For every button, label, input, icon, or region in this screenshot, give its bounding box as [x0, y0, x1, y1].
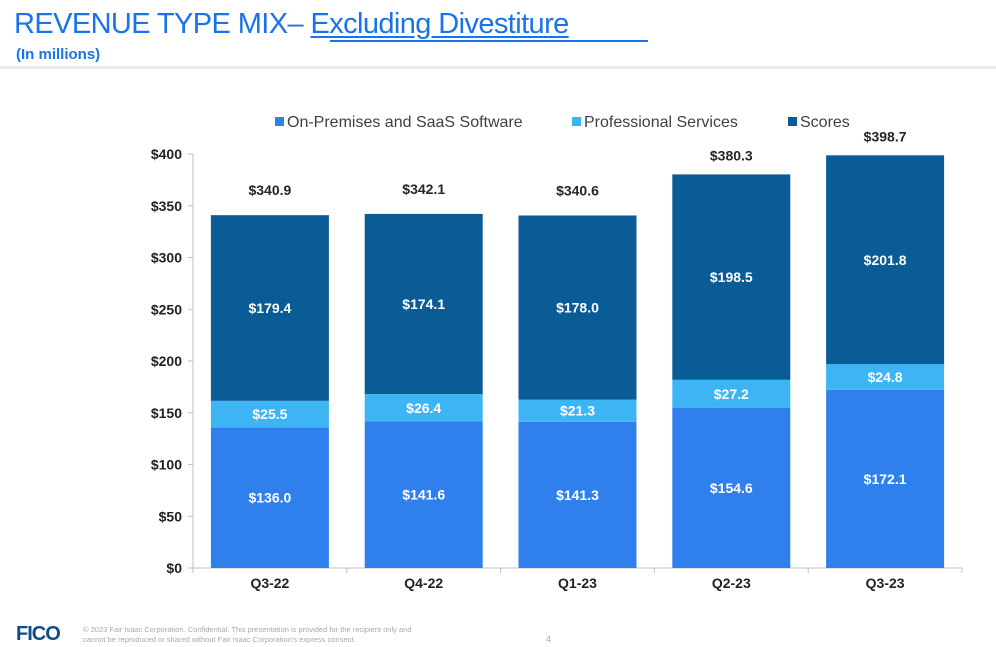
bar-segment	[364, 394, 483, 422]
data-label: $136.0	[248, 490, 291, 506]
y-tick-label: $300	[151, 250, 182, 266]
legend-swatch	[572, 117, 581, 126]
y-tick-label: $50	[159, 508, 183, 524]
bar-segment	[672, 379, 791, 408]
bar-segment	[826, 389, 945, 568]
title-underline	[330, 40, 648, 42]
bar-segment	[672, 174, 791, 380]
bar-segment	[210, 427, 329, 568]
data-label: $141.6	[402, 487, 445, 503]
bar-segment	[364, 421, 483, 568]
data-label: $25.5	[252, 406, 287, 422]
x-tick-label: Q1-23	[558, 575, 597, 591]
revenue-chart: $0 $50 $100 $150 $200 $250 $300 $350 $400 $136.0 $…	[151, 114, 963, 591]
bar-segment	[364, 213, 483, 395]
data-label: $26.4	[406, 400, 441, 416]
data-label: $178.0	[556, 300, 599, 316]
bar-segment	[518, 215, 637, 400]
total-label: $340.6	[556, 182, 599, 198]
y-tick-label: $250	[151, 301, 182, 317]
bar-segment	[518, 399, 637, 422]
y-tick-label: $0	[166, 560, 182, 576]
bar-segment	[826, 364, 945, 390]
data-label: $201.8	[864, 252, 907, 268]
x-tick-label: Q2-23	[712, 575, 751, 591]
fico-logo: FICO	[16, 623, 61, 645]
y-tick-label: $150	[151, 405, 182, 421]
bar-segment	[518, 421, 637, 568]
total-label: $340.9	[248, 182, 291, 198]
x-tick-label: Q3-23	[866, 575, 905, 591]
total-label: $398.7	[864, 128, 907, 144]
legend-label: Professional Services	[584, 114, 738, 131]
title-link[interactable]: Excluding Divestiture	[310, 8, 569, 40]
data-label: $21.3	[560, 403, 595, 419]
total-label: $342.1	[402, 181, 445, 197]
legend-swatch	[275, 117, 284, 126]
page-title: REVENUE TYPE MIX– Excluding Divestiture	[14, 8, 569, 41]
data-label: $174.1	[402, 296, 445, 312]
data-label: $27.2	[714, 386, 749, 402]
bar-segment	[210, 215, 329, 401]
legend-label: Scores	[800, 114, 850, 131]
y-tick-label: $100	[151, 457, 182, 473]
footer-disclaimer: © 2023 Fair Isaac Corporation. Confident…	[83, 625, 412, 644]
page-number: 4	[546, 634, 552, 644]
bar-segment	[210, 400, 329, 428]
data-label: $198.5	[710, 269, 753, 285]
legend-label: On-Premises and SaaS Software	[287, 114, 523, 131]
data-label: $141.3	[556, 487, 599, 503]
y-tick-label: $400	[151, 146, 182, 162]
page-subtitle: (In millions)	[16, 46, 101, 63]
title-main: REVENUE TYPE MIX–	[14, 8, 311, 40]
header-divider	[0, 66, 996, 69]
y-tick-label: $350	[151, 198, 182, 214]
data-label: $24.8	[868, 369, 903, 385]
x-tick-label: Q4-22	[404, 575, 443, 591]
x-tick-label: Q3-22	[250, 575, 289, 591]
data-label: $154.6	[710, 480, 753, 496]
bar-segment	[826, 155, 945, 365]
data-label: $179.4	[248, 300, 291, 316]
y-tick-label: $200	[151, 353, 182, 369]
total-label: $380.3	[710, 147, 753, 163]
data-label: $172.1	[864, 471, 907, 487]
bar-segment	[672, 407, 791, 568]
legend-swatch	[788, 117, 797, 126]
